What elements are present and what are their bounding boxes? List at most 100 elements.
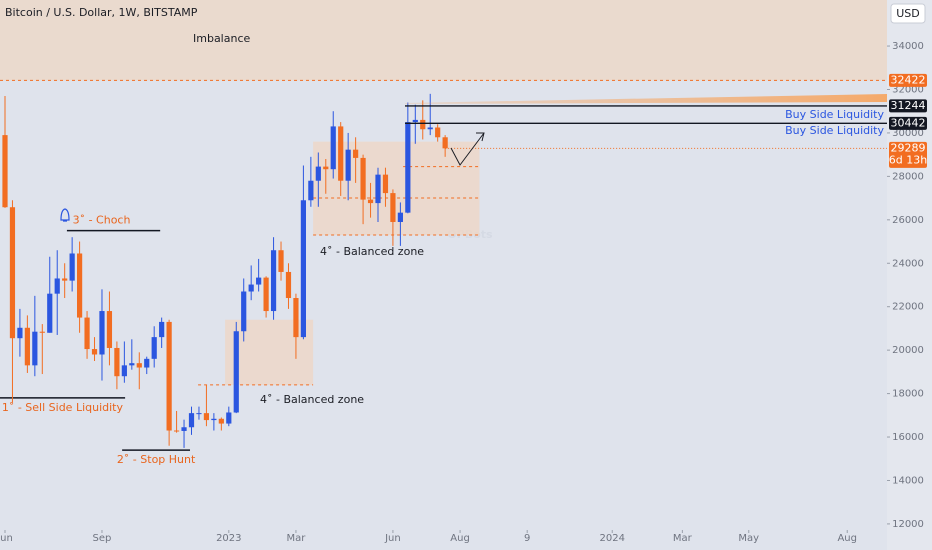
price-tag (889, 73, 927, 87)
candle-body (405, 122, 411, 213)
y-tick-label: 28000 (892, 171, 924, 182)
imbalance-label: Imbalance (193, 32, 250, 45)
candle-body (241, 291, 247, 332)
candle-body (397, 212, 403, 222)
plot-bg (0, 0, 887, 530)
candle-body (91, 349, 98, 355)
candle-body (382, 174, 389, 194)
candle-body (84, 317, 90, 350)
alert-icon (60, 208, 70, 222)
candle-body (442, 137, 448, 149)
zone-label: 4˚ - Balanced zone (320, 245, 424, 258)
candle-body (151, 337, 157, 359)
countdown: 6d 13h (889, 153, 927, 166)
chart-title: Bitcoin / U.S. Dollar, 1W, BITSTAMP (5, 6, 198, 19)
price-tag-label: 31244 (891, 99, 926, 112)
x-tick-label: Jun (0, 533, 13, 544)
y-tick-label: 18000 (892, 389, 924, 400)
y-tick-label: 22000 (892, 302, 924, 313)
candle-body (315, 166, 321, 181)
annotation-label: 1˚ - Sell Side Liquidity (2, 401, 124, 414)
x-tick-label: Mar (673, 533, 693, 544)
x-tick-label: May (738, 533, 759, 544)
candle-body (218, 418, 224, 424)
candle-body (62, 278, 68, 281)
candle-body (263, 277, 269, 312)
x-tick-label: 2024 (600, 533, 625, 544)
candle-body (17, 327, 23, 339)
candle-body (69, 253, 75, 281)
candle-body (278, 250, 284, 272)
candle-body (121, 365, 127, 377)
candle-body (77, 253, 83, 318)
zone-label: 4˚ - Balanced zone (260, 393, 364, 406)
candle-body (330, 126, 336, 170)
candle-body (256, 277, 262, 285)
price-tag-label: 29289 (891, 141, 926, 154)
candle-body (427, 127, 433, 130)
candle-body (32, 331, 38, 366)
candle-body (136, 363, 142, 368)
candle-body (188, 413, 195, 428)
price-tag-label: 30442 (891, 116, 926, 129)
candle-body (308, 180, 314, 201)
candle-body (435, 127, 441, 138)
candle-body (367, 199, 374, 204)
x-tick-label: Mar (287, 533, 307, 544)
liquidity-glow (405, 94, 887, 104)
y-tick-label: 14000 (892, 475, 924, 486)
candle-body (420, 119, 426, 130)
x-tick-label: Aug (837, 533, 857, 544)
price-tag-label: 32422 (891, 73, 926, 86)
y-tick-label: 32000 (892, 84, 924, 95)
candle-body (270, 250, 277, 312)
candle-body (360, 157, 366, 200)
candle-body (99, 311, 105, 355)
candle-body (54, 278, 60, 294)
candle-body (285, 271, 292, 299)
y-tick-label: 34000 (892, 41, 924, 52)
candle-body (345, 149, 351, 181)
x-tick-label: Aug (450, 533, 470, 544)
candle-body (412, 119, 418, 123)
price-tag (889, 99, 927, 113)
candle-body (129, 363, 135, 366)
liquidity-label: Buy Side Liquidity (785, 124, 884, 137)
candle-body (2, 135, 8, 208)
candle-body (166, 321, 172, 431)
x-tick-label: 9 (524, 533, 530, 544)
price-tag (889, 141, 927, 168)
candle-body (159, 321, 165, 338)
currency-label: USD (896, 7, 920, 20)
y-tick-label: 20000 (892, 345, 924, 356)
y-tick-label: 12000 (892, 519, 924, 530)
projection-arrow (450, 132, 485, 166)
candle-body (248, 284, 254, 292)
y-tick-label: 26000 (892, 215, 924, 226)
candle-body (203, 413, 210, 421)
candle-body (39, 331, 45, 333)
candle-body (144, 358, 150, 368)
candle-body (9, 207, 16, 339)
imbalance-zone (0, 0, 887, 81)
currency-button[interactable] (890, 3, 926, 24)
x-tick-label: 2023 (216, 533, 241, 544)
candle-body (196, 413, 202, 415)
annotation-label: 3˚ - Choch (73, 214, 131, 227)
candle-body (293, 298, 299, 338)
candle-body (323, 166, 329, 170)
candle-body (47, 293, 53, 333)
candle-body (300, 200, 306, 338)
candle-body (390, 193, 396, 222)
candle-body (114, 347, 120, 377)
candle-body (226, 412, 232, 424)
y-tick-label: 30000 (892, 128, 924, 139)
price-axis-bg (887, 0, 932, 550)
annotation-label: 2˚ - Stop Hunt (117, 453, 196, 466)
candle-body (233, 331, 239, 413)
candle-body (375, 174, 381, 204)
y-tick-label: 16000 (892, 432, 924, 443)
price-tag (889, 116, 927, 130)
y-tick-label: 24000 (892, 258, 924, 269)
